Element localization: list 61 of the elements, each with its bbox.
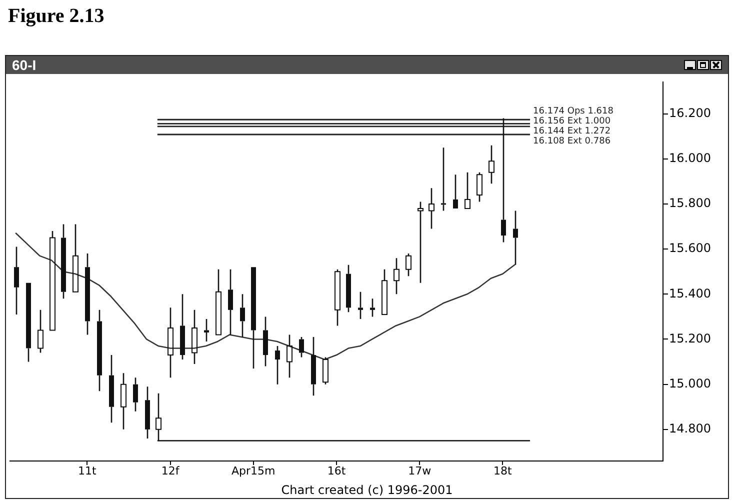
x-tick-label: 16t bbox=[327, 464, 346, 478]
ref-line-label: 16.108 Ext 0.786 bbox=[533, 136, 611, 146]
candlestick bbox=[97, 309, 102, 392]
candlestick bbox=[346, 264, 351, 313]
candlestick bbox=[72, 224, 78, 292]
candlestick bbox=[286, 334, 292, 378]
candlestick bbox=[418, 201, 424, 284]
candlestick bbox=[26, 282, 31, 362]
ref-line-label: 16.144 Ext 1.272 bbox=[533, 126, 611, 136]
y-tick-label: 15.800 bbox=[669, 196, 711, 210]
candlestick bbox=[85, 252, 90, 336]
x-tick-label: 12f bbox=[161, 464, 180, 478]
candlestick bbox=[311, 336, 316, 396]
chart-title: Figure 2.13 bbox=[8, 5, 104, 28]
candlestick bbox=[394, 257, 400, 295]
candlestick bbox=[216, 268, 222, 336]
candlestick bbox=[263, 316, 268, 367]
x-tick-label: Apr15m bbox=[232, 464, 276, 478]
candlestick bbox=[180, 294, 185, 360]
ref-line-label: 16.156 Ext 1.000 bbox=[533, 116, 611, 126]
y-tick-label: 16.200 bbox=[669, 106, 711, 120]
candlestick bbox=[14, 246, 19, 316]
candlestick bbox=[109, 354, 114, 424]
candlestick bbox=[382, 268, 388, 315]
candlestick bbox=[453, 174, 458, 208]
candlestick bbox=[513, 210, 518, 266]
candlestick bbox=[370, 298, 375, 318]
candlestick bbox=[38, 309, 44, 354]
candlestick bbox=[133, 376, 138, 412]
candlestick bbox=[406, 252, 412, 277]
y-tick-label: 14.800 bbox=[669, 422, 711, 436]
ref-line-label: 16.174 Ops 1.618 bbox=[533, 106, 614, 116]
chart-subtitle: 60-I bbox=[12, 57, 36, 73]
x-tick-label: 17w bbox=[408, 464, 432, 478]
x-tick-label: 18t bbox=[494, 464, 513, 478]
x-tick-label: 11t bbox=[78, 464, 98, 478]
y-tick-label: 15.200 bbox=[669, 331, 711, 346]
candlestick bbox=[251, 267, 256, 370]
candlestick bbox=[275, 345, 280, 385]
y-tick-label: 15.400 bbox=[669, 286, 711, 300]
text: Chart created (c) 1996-2001 bbox=[280, 483, 454, 497]
candlestick bbox=[334, 268, 340, 326]
candlestick bbox=[168, 307, 174, 378]
candlestick bbox=[441, 146, 446, 212]
candlestick bbox=[228, 268, 233, 336]
candlestick bbox=[428, 188, 434, 230]
candlestick bbox=[488, 144, 494, 184]
candlestick bbox=[464, 172, 470, 209]
y-tick-label: 15.600 bbox=[669, 241, 711, 256]
candlestick bbox=[501, 118, 506, 243]
candlestick bbox=[204, 318, 209, 342]
candlestick bbox=[192, 309, 198, 365]
candlestick bbox=[476, 172, 482, 202]
candlestick bbox=[156, 392, 162, 442]
candlestick bbox=[120, 372, 126, 430]
y-tick-label: 16.000 bbox=[669, 150, 711, 165]
candlestick bbox=[240, 294, 245, 338]
y-tick-label: 15.000 bbox=[669, 376, 711, 390]
candlestick bbox=[358, 291, 363, 320]
candlestick bbox=[61, 224, 66, 300]
candlestick bbox=[145, 386, 150, 440]
